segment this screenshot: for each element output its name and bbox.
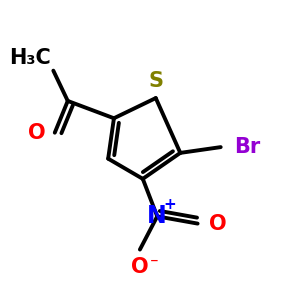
Text: N: N (147, 204, 167, 228)
Text: +: + (164, 197, 177, 212)
Text: O: O (209, 214, 227, 234)
Text: O: O (28, 123, 46, 143)
Text: S: S (148, 71, 163, 91)
Text: ⁻: ⁻ (150, 255, 159, 273)
Text: Br: Br (234, 137, 260, 157)
Text: H₃C: H₃C (9, 48, 50, 68)
Text: O: O (131, 257, 149, 277)
